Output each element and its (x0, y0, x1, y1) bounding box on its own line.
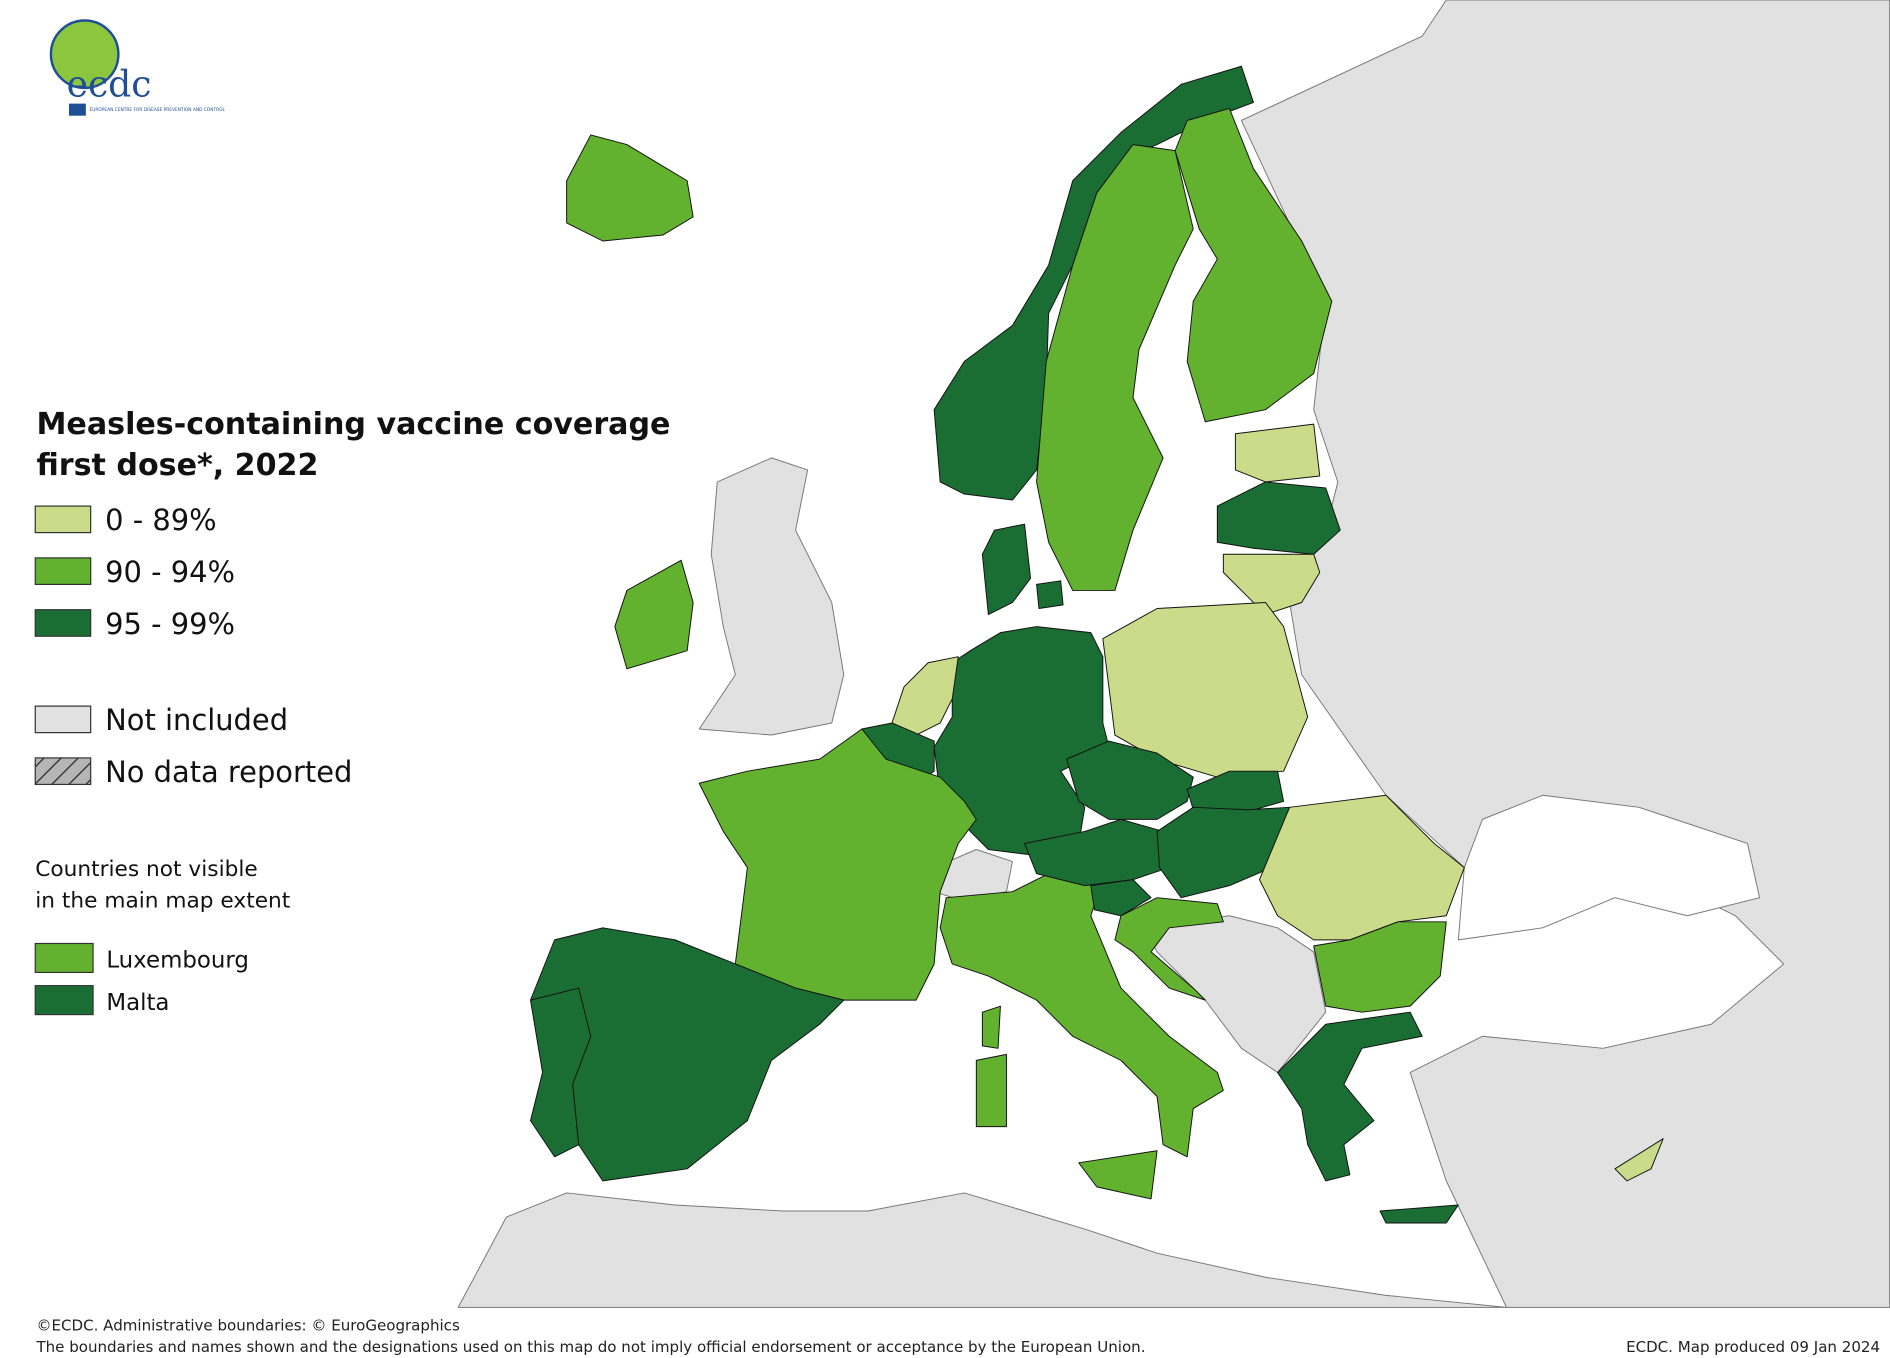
portugal (530, 987, 592, 1158)
denmark-island (1036, 580, 1064, 609)
inset-swatch (34, 942, 94, 974)
footer-line: ©ECDC. Administrative boundaries: © Euro… (36, 1316, 460, 1334)
finland (1174, 107, 1333, 423)
logo: ecdc EUROPEAN CENTRE FOR DISEASE PREVENT… (49, 19, 226, 116)
legend-title: Measles-containing vaccine coverage (36, 407, 670, 442)
sardinia (975, 1053, 1007, 1128)
greece (1277, 1011, 1423, 1182)
lithuania (1222, 553, 1321, 616)
croatia (1114, 897, 1224, 1001)
slovakia (1186, 770, 1285, 814)
balkans (1144, 915, 1327, 1073)
legend-swatch (34, 609, 92, 637)
sweden (1036, 144, 1194, 591)
sicily (1078, 1150, 1158, 1200)
corsica (981, 1005, 1001, 1049)
inset-label: Malta (106, 990, 169, 1016)
estonia (1234, 423, 1321, 483)
legend-label: 95 - 99% (105, 607, 235, 641)
france (698, 728, 977, 1001)
bulgaria (1313, 921, 1447, 1013)
footer-line: The boundaries and names shown and the d… (35, 1338, 1145, 1356)
latvia (1216, 481, 1341, 555)
inset-heading: in the main map extent (35, 888, 290, 913)
logo-globe (49, 19, 120, 90)
logo-text: ecdc (67, 62, 152, 105)
czechia (1066, 740, 1194, 820)
ireland (614, 559, 694, 670)
denmark (981, 523, 1032, 616)
romania (1259, 794, 1465, 941)
legend-swatch (34, 505, 92, 534)
netherlands (891, 656, 959, 736)
legend-label: Not included (105, 703, 288, 737)
inset-label: Luxembourg (106, 948, 249, 974)
inset-heading: Countries not visible (35, 857, 257, 882)
legend-label: 90 - 94% (105, 555, 235, 589)
legend-label: No data reported (105, 755, 352, 789)
eu-flag (68, 103, 86, 116)
logo-subtitle: EUROPEAN CENTRE FOR DISEASE PREVENTION A… (89, 107, 225, 113)
map (457, 0, 1890, 1308)
legend-swatch (34, 757, 92, 786)
north-africa (457, 1192, 1507, 1308)
legend-swatch (34, 705, 92, 734)
iceland (566, 134, 694, 242)
crete (1379, 1204, 1459, 1224)
legend: Measles-containing vaccine coverage first… (34, 407, 671, 1016)
legend-label: 0 - 89% (105, 503, 216, 537)
united-kingdom (698, 457, 845, 736)
inset-swatch (34, 985, 94, 1016)
poland (1102, 602, 1309, 778)
cyprus (1614, 1138, 1664, 1182)
footer-credit: ECDC. Map produced 09 Jan 2024 (1626, 1338, 1880, 1356)
legend-title: first dose*, 2022 (36, 448, 318, 483)
slovenia (1090, 879, 1152, 917)
black-sea (1457, 794, 1761, 941)
legend-swatch (34, 557, 92, 586)
